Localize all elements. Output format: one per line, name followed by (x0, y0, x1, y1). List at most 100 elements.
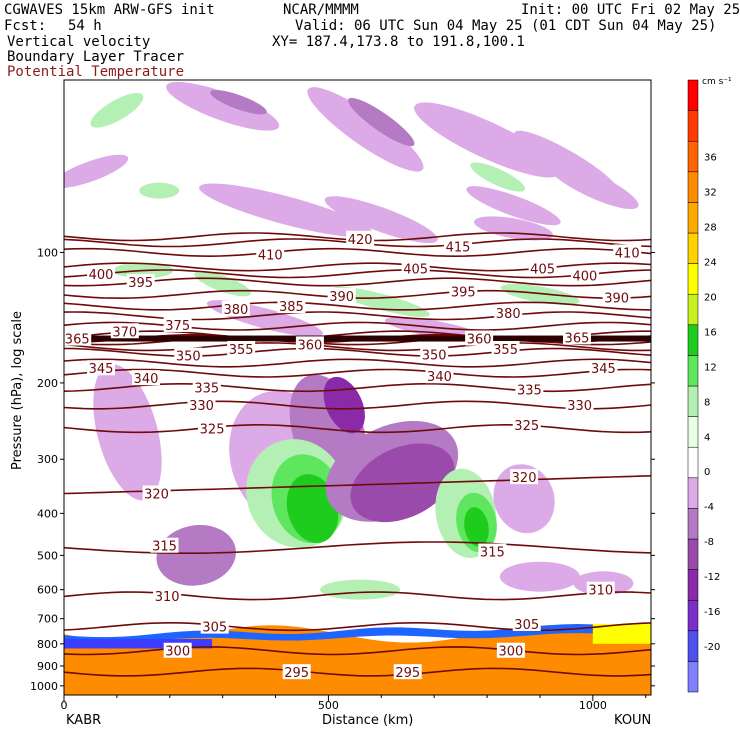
colorbar-label: 36 (704, 153, 717, 164)
contour-label: 295 (395, 666, 420, 681)
colorbar-label: 24 (704, 257, 717, 268)
contour-label-bg (425, 368, 454, 384)
contour-label-bg (420, 346, 449, 362)
contour-label: 405 (530, 263, 555, 278)
contour-label: 410 (258, 248, 283, 263)
contour-label-bg (562, 329, 591, 345)
contour-label-bg (478, 543, 507, 559)
contour-label-bg (510, 469, 539, 485)
org-label: NCAR/MMMM (283, 2, 359, 18)
contour-label-bg (496, 642, 525, 658)
contour-label-bg (200, 618, 229, 634)
colorbar-swatch (687, 263, 699, 295)
theta-contour (64, 667, 651, 677)
contour-label: 335 (194, 382, 219, 397)
contour-label-bg (163, 316, 192, 332)
theta-contour (64, 311, 651, 321)
contour-label: 305 (202, 621, 227, 636)
contour-label: 375 (165, 319, 190, 334)
colorbar-label: 12 (704, 362, 717, 373)
contour-label-bg (63, 330, 92, 346)
colorbar-swatch (687, 569, 699, 601)
x-axis-label: Distance (km) (322, 713, 414, 728)
boundary-layer-band (64, 639, 213, 649)
colorbar-label: 0 (704, 467, 710, 478)
contour-label: 310 (588, 584, 613, 599)
contour-label: 395 (451, 285, 476, 300)
contour-label-bg (87, 360, 116, 376)
theta-contour (64, 368, 651, 378)
plot-frame (63, 79, 652, 696)
colorbar-swatch (687, 661, 699, 693)
colorbar-swatch (687, 416, 699, 448)
contour-label-bg (570, 267, 599, 283)
contour-label-bg (131, 370, 160, 386)
colorbar: cm s⁻¹ 36 32 28 24 20 16 12 8 4 0 -4 -8 -12 -16 -20 (687, 77, 732, 693)
theta-contour (64, 621, 651, 632)
left-station-label: KABR (66, 713, 102, 728)
vv-region (307, 87, 424, 172)
contour-label: 330 (189, 399, 214, 414)
contour-label: 300 (498, 645, 523, 660)
contour-label-bg (295, 336, 324, 352)
contour-label-bg (256, 246, 285, 262)
contour-label: 315 (480, 546, 505, 561)
contour-label: 340 (427, 370, 452, 385)
contour-label: 385 (279, 300, 304, 315)
contour-label-bg (142, 485, 171, 501)
right-station-label: KOUN (614, 713, 652, 728)
theta-contour (64, 321, 651, 331)
colorbar-swatch (687, 630, 699, 662)
contour-label-bg (393, 664, 422, 680)
cross-section-endpoints: XY= 187.4,173.8 to 191.8,100.1 (272, 34, 525, 50)
model-title: CGWAVES 15km ARW-GFS init (4, 2, 215, 18)
contour-label-bg (512, 416, 541, 432)
y-tick-label: 1000 (30, 680, 58, 693)
contour-label: 320 (144, 488, 169, 503)
vv-region (286, 474, 339, 544)
y-tick-label: 700 (37, 613, 58, 626)
contour-label-bg (346, 230, 375, 246)
colorbar-swatch (687, 202, 699, 234)
contour-label: 400 (89, 268, 114, 283)
y-tick-label: 300 (37, 453, 58, 466)
contour-label: 305 (514, 618, 539, 633)
contour-label: 325 (514, 419, 539, 434)
colorbar-label: 32 (704, 187, 717, 198)
contour-label-bg (87, 265, 116, 281)
colorbar-label: -16 (704, 607, 720, 618)
contour-label: 345 (89, 362, 114, 377)
contour-label: 355 (229, 343, 254, 358)
valid-time: Valid: 06 UTC Sun 04 May 25 (01 CDT Sun … (295, 18, 717, 34)
vv-region (64, 154, 129, 188)
theta-contour (64, 269, 651, 279)
colorbar-swatch (687, 508, 699, 540)
contour-label: 390 (329, 290, 354, 305)
vv-region (466, 186, 561, 226)
contour-label: 335 (517, 383, 542, 398)
x-tick-label: 500 (318, 699, 339, 712)
theta-contour (64, 247, 651, 258)
contour-label-bg (221, 300, 250, 316)
contour-label: 390 (604, 291, 629, 306)
contour-label-bg (150, 537, 179, 553)
colorbar-label: 16 (704, 327, 717, 338)
colorbar-label: 28 (704, 222, 717, 233)
contour-label-bg (528, 260, 557, 276)
y-tick-label: 100 (37, 246, 58, 259)
contour-label-bg (512, 615, 541, 631)
contour-label-bg (565, 397, 594, 413)
vv-region (139, 182, 180, 199)
boundary-layer-band (592, 623, 651, 644)
colorbar-label: 4 (704, 432, 710, 443)
contour-label-bg (126, 274, 155, 290)
theta-contour-labels: 295 295 300 300 305 305 310 310 315 315 320 320 325 3… (63, 230, 642, 681)
contour-label: 350 (176, 350, 201, 365)
contour-label: 310 (155, 590, 180, 605)
contour-label: 370 (112, 325, 137, 340)
colorbar-swatch (687, 140, 699, 173)
colorbar-swatch (687, 232, 699, 264)
vv-region (414, 102, 560, 178)
vv-region (499, 561, 580, 592)
